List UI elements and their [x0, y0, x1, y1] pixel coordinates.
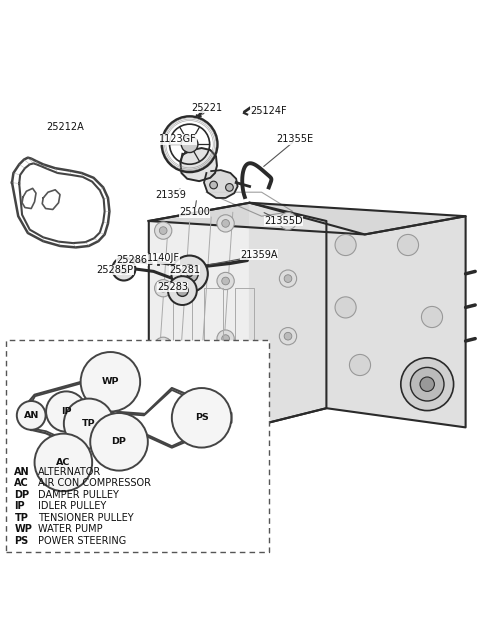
Circle shape: [279, 212, 297, 230]
Circle shape: [217, 273, 234, 290]
Text: 25285P: 25285P: [96, 265, 134, 275]
Text: 25212A: 25212A: [46, 122, 84, 133]
Text: AC: AC: [14, 478, 29, 488]
Circle shape: [46, 391, 86, 432]
Circle shape: [401, 358, 454, 411]
Text: 25286: 25286: [117, 256, 147, 266]
Text: PS: PS: [195, 413, 208, 422]
Text: WP: WP: [14, 524, 32, 534]
Text: IDLER PULLEY: IDLER PULLEY: [38, 501, 107, 511]
Circle shape: [155, 337, 172, 354]
Circle shape: [284, 217, 292, 225]
Circle shape: [279, 328, 297, 345]
Circle shape: [222, 335, 229, 342]
Text: ALTERNATOR: ALTERNATOR: [38, 467, 102, 477]
Circle shape: [217, 215, 234, 232]
Polygon shape: [149, 203, 326, 427]
Circle shape: [222, 392, 229, 400]
Circle shape: [64, 399, 114, 448]
Circle shape: [181, 265, 198, 282]
Circle shape: [217, 330, 234, 347]
Circle shape: [159, 285, 167, 292]
Circle shape: [119, 264, 129, 274]
Text: POWER STEERING: POWER STEERING: [38, 536, 127, 546]
Circle shape: [17, 401, 46, 430]
Circle shape: [159, 342, 167, 349]
Text: DAMPER PULLEY: DAMPER PULLEY: [38, 489, 119, 500]
Circle shape: [168, 276, 197, 305]
Text: 25283: 25283: [157, 282, 188, 292]
Text: 21359: 21359: [155, 190, 186, 200]
Circle shape: [172, 388, 231, 448]
Text: WATER PUMP: WATER PUMP: [38, 524, 103, 534]
Polygon shape: [180, 148, 217, 181]
Circle shape: [90, 413, 148, 470]
Circle shape: [349, 354, 371, 375]
Circle shape: [35, 434, 92, 491]
Text: 1123GF: 1123GF: [159, 134, 196, 145]
Text: DP: DP: [112, 437, 126, 446]
Circle shape: [112, 257, 135, 280]
Text: AN: AN: [24, 411, 39, 420]
Circle shape: [177, 285, 188, 296]
Text: 21355E: 21355E: [276, 134, 314, 145]
Circle shape: [222, 219, 229, 227]
Circle shape: [210, 181, 217, 189]
Text: TP: TP: [14, 513, 28, 522]
Circle shape: [222, 277, 229, 285]
Circle shape: [81, 352, 140, 411]
Circle shape: [226, 184, 233, 191]
Circle shape: [397, 235, 419, 256]
Text: 25100: 25100: [179, 207, 210, 217]
Text: AN: AN: [14, 467, 30, 477]
Text: PS: PS: [14, 536, 29, 546]
Circle shape: [155, 280, 172, 297]
Circle shape: [335, 297, 356, 318]
Circle shape: [284, 275, 292, 282]
Circle shape: [420, 377, 434, 391]
Text: 1140JF: 1140JF: [147, 254, 180, 264]
Text: TENSIONER PULLEY: TENSIONER PULLEY: [38, 513, 134, 522]
Circle shape: [410, 367, 444, 401]
FancyBboxPatch shape: [6, 340, 269, 552]
Text: IP: IP: [61, 407, 72, 416]
Text: 25124F: 25124F: [251, 106, 287, 115]
Circle shape: [155, 222, 172, 239]
Polygon shape: [204, 170, 238, 198]
Circle shape: [284, 332, 292, 340]
Circle shape: [181, 136, 198, 153]
Text: 25281: 25281: [169, 265, 200, 275]
Circle shape: [187, 271, 192, 276]
Circle shape: [171, 256, 208, 292]
Text: 25221: 25221: [191, 103, 222, 113]
Text: WP: WP: [102, 377, 119, 386]
Text: DP: DP: [14, 489, 30, 500]
Circle shape: [159, 227, 167, 235]
Text: AC: AC: [56, 458, 71, 467]
Circle shape: [217, 387, 234, 405]
Text: 21359A: 21359A: [240, 250, 278, 259]
Circle shape: [335, 235, 356, 256]
Text: TP: TP: [82, 419, 96, 428]
Circle shape: [421, 306, 443, 328]
Text: 21355D: 21355D: [264, 216, 302, 226]
Polygon shape: [250, 203, 466, 427]
Text: IP: IP: [14, 501, 25, 511]
Circle shape: [159, 396, 167, 403]
Circle shape: [279, 270, 297, 287]
Text: AIR CON COMPRESSOR: AIR CON COMPRESSOR: [38, 478, 151, 488]
Circle shape: [155, 391, 172, 408]
Polygon shape: [149, 203, 466, 235]
